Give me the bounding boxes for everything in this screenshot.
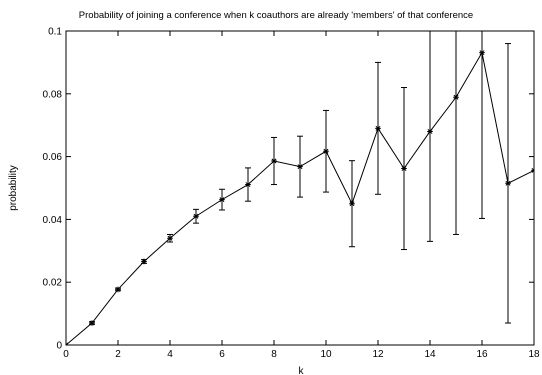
x-tick-label: 10 xyxy=(320,349,332,360)
x-tick-label: 16 xyxy=(476,349,488,360)
data-point xyxy=(66,342,69,345)
data-point xyxy=(375,125,381,132)
data-point xyxy=(505,180,511,187)
x-axis-label: k xyxy=(299,366,305,375)
data-point xyxy=(115,286,121,293)
y-tick-label: 0.02 xyxy=(43,278,63,289)
x-tick-label: 8 xyxy=(271,349,277,360)
data-point xyxy=(141,258,147,265)
series-line xyxy=(66,51,534,345)
plot-frame xyxy=(65,30,535,346)
x-tick-label: 18 xyxy=(528,349,540,360)
data-point xyxy=(167,235,173,242)
data-point xyxy=(89,320,95,326)
data-point xyxy=(453,94,459,101)
data-series xyxy=(66,31,534,345)
data-point xyxy=(219,196,225,203)
y-tick-label: 0.06 xyxy=(43,152,63,163)
data-point xyxy=(245,181,251,188)
plot-area: 0 2 4 6 8 10 12 14 16 18 0 0.02 0.04 0.06 0.08 0.1 xyxy=(43,27,540,361)
data-point xyxy=(271,158,277,164)
data-point xyxy=(401,165,407,172)
y-tick-label: 0 xyxy=(56,341,62,352)
y-axis-label: probability xyxy=(8,165,19,211)
y-tick-label: 0.1 xyxy=(48,27,62,38)
x-tick-label: 4 xyxy=(167,349,173,360)
data-point xyxy=(323,148,329,155)
chart-title: Probability of joining a conference when… xyxy=(79,10,473,21)
data-point xyxy=(297,163,303,170)
data-point xyxy=(349,200,355,207)
data-point xyxy=(427,128,433,135)
data-point xyxy=(479,49,485,56)
x-tick-label: 14 xyxy=(424,349,436,360)
y-tick-label: 0.08 xyxy=(43,89,63,100)
y-tick-label: 0.04 xyxy=(43,215,63,226)
x-tick-label: 0 xyxy=(63,349,69,360)
x-tick-label: 2 xyxy=(115,349,121,360)
data-point xyxy=(193,213,199,220)
x-tick-label: 6 xyxy=(219,349,225,360)
data-point xyxy=(531,167,534,174)
x-tick-label: 12 xyxy=(372,349,384,360)
